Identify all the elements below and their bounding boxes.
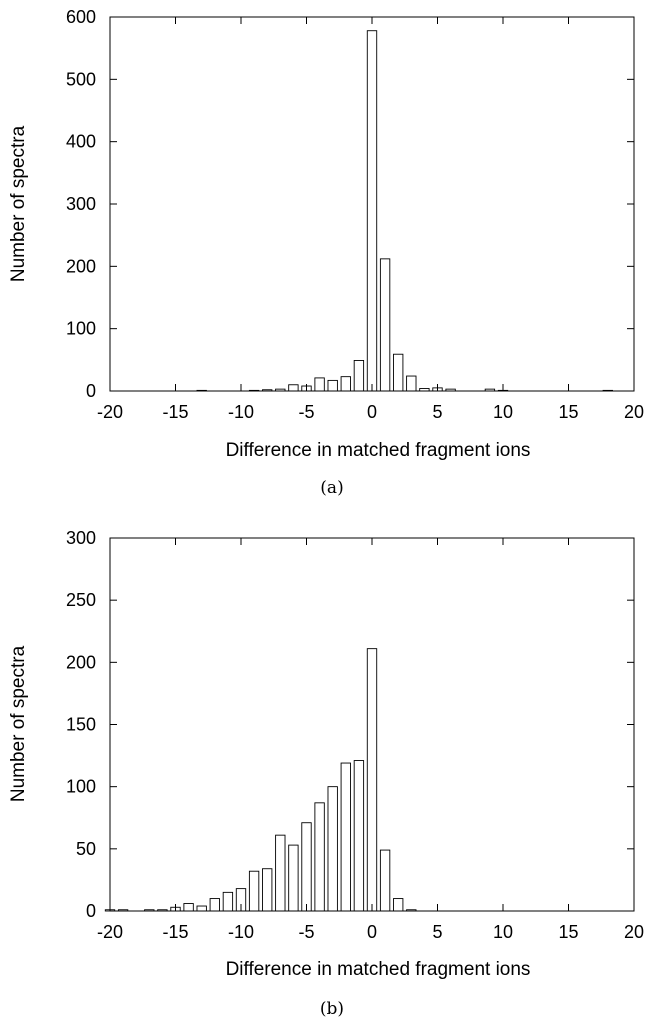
y-tick-label-b-5: 250 <box>66 590 96 610</box>
bar-a-11 <box>379 258 391 392</box>
panel-caption-a: (a) <box>320 478 343 498</box>
chart-panel-b: -20 -15 -10 -5 0 5 10 15 20050100150200250300Dif… <box>8 528 644 1019</box>
y-tick-label-a-1: 100 <box>66 319 96 339</box>
x-tick-label-a-1: -15 <box>162 402 188 422</box>
x-tick-label-b-4: 0 <box>367 922 377 942</box>
x-tick-label-b-5: 5 <box>432 922 442 942</box>
bar-b-13 <box>288 844 299 912</box>
x-tick-label-b-1: -15 <box>162 922 188 942</box>
bar-a-4 <box>288 384 299 392</box>
y-tick-label-a-0: 0 <box>86 381 96 401</box>
x-tick-label-a-0: -20 <box>97 402 123 422</box>
x-tick-label-a-3: -5 <box>298 402 314 422</box>
x-tick-label-b-0: -20 <box>97 922 123 942</box>
y-tick-label-b-3: 150 <box>66 715 96 735</box>
bar-b-8 <box>222 891 234 912</box>
x-axis-label-a: Difference in matched fragment ions <box>226 440 531 461</box>
y-tick-label-a-5: 500 <box>66 69 96 89</box>
y-tick-label-b-2: 100 <box>66 777 96 797</box>
bar-b-11 <box>262 868 273 912</box>
bar-a-6 <box>314 377 325 392</box>
bar-a-10 <box>366 30 378 392</box>
bar-a-8 <box>340 376 351 392</box>
bar-b-16 <box>327 786 338 912</box>
bar-b-17 <box>340 762 351 912</box>
y-axis-label-a: Number of spectra <box>8 125 29 282</box>
bar-b-21 <box>393 898 404 912</box>
y-axis-label-b: Number of spectra <box>8 645 29 802</box>
x-tick-label-a-2: -10 <box>228 402 254 422</box>
bar-b-5 <box>183 903 194 912</box>
bar-a-7 <box>327 379 338 392</box>
x-axis-label-b: Difference in matched fragment ions <box>226 959 531 980</box>
bar-b-14 <box>301 822 312 912</box>
x-tick-label-b-8: 20 <box>624 922 644 942</box>
bar-b-19 <box>366 648 378 912</box>
y-tick-label-b-1: 50 <box>76 839 96 859</box>
x-tick-label-a-8: 20 <box>624 402 644 422</box>
panel-caption-b: (b) <box>320 999 344 1019</box>
x-tick-label-a-4: 0 <box>367 402 377 422</box>
bar-a-12 <box>393 353 404 392</box>
bar-b-10 <box>248 870 260 912</box>
x-tick-label-a-5: 5 <box>432 402 442 422</box>
bar-a-9 <box>353 360 365 392</box>
y-tick-label-a-2: 200 <box>66 256 96 276</box>
bar-b-18 <box>353 760 365 912</box>
x-tick-label-b-6: 10 <box>493 922 513 942</box>
y-tick-label-b-4: 200 <box>66 652 96 672</box>
x-tick-label-b-7: 15 <box>558 922 578 942</box>
y-tick-label-a-4: 400 <box>66 132 96 152</box>
x-tick-label-a-6: 10 <box>493 402 513 422</box>
bar-a-13 <box>406 375 417 392</box>
bar-b-15 <box>314 802 325 912</box>
chart-panel-a: -20 -15 -10 -5 0 5 10 15 200100200300400500600Di… <box>8 7 644 498</box>
bar-b-20 <box>379 849 391 912</box>
x-tick-label-a-7: 15 <box>558 402 578 422</box>
bar-b-12 <box>275 834 286 912</box>
bar-b-6 <box>196 905 207 912</box>
bar-b-7 <box>209 898 220 912</box>
x-tick-label-b-2: -10 <box>228 922 254 942</box>
x-tick-label-b-3: -5 <box>298 922 314 942</box>
y-tick-label-b-6: 300 <box>66 528 96 548</box>
y-tick-label-b-0: 0 <box>86 901 96 921</box>
y-tick-label-a-3: 300 <box>66 194 96 214</box>
y-tick-label-a-6: 600 <box>66 7 96 27</box>
